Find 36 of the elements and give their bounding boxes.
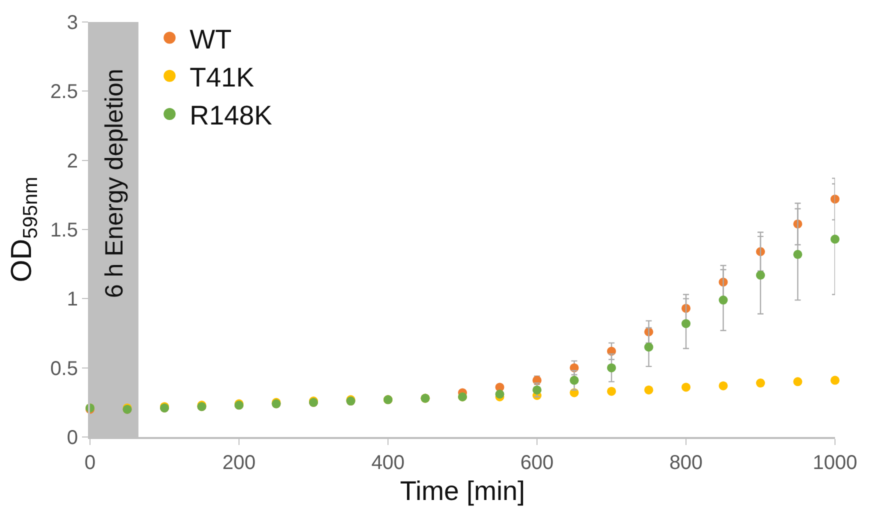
point xyxy=(718,296,728,305)
point xyxy=(495,390,504,399)
point xyxy=(830,376,840,385)
x-tick-label: 800 xyxy=(669,452,703,474)
point xyxy=(607,386,616,396)
legend-label: WT xyxy=(190,24,232,54)
y-tick-label: 0.5 xyxy=(50,358,78,380)
point xyxy=(644,342,654,352)
point xyxy=(718,381,728,390)
band-label: 6 h Energy depletion xyxy=(100,68,128,298)
point xyxy=(793,377,802,386)
point xyxy=(756,378,765,388)
x-tick-label: 400 xyxy=(371,452,405,474)
y-tick-label: 2.5 xyxy=(50,81,78,104)
y-tick-label: 1 xyxy=(66,288,78,311)
point xyxy=(756,270,765,280)
y-tick-label: 3 xyxy=(66,12,78,34)
y-tick-label: 1.5 xyxy=(50,220,78,242)
legend-label: R148K xyxy=(190,100,272,130)
legend-label: T41K xyxy=(190,62,254,92)
point xyxy=(570,376,579,385)
x-tick-label: 600 xyxy=(520,452,554,474)
point xyxy=(644,385,654,394)
y-tick-label: 0 xyxy=(66,427,78,449)
x-tick-label: 200 xyxy=(222,452,256,474)
point xyxy=(830,194,840,204)
x-axis-title: Time [min] xyxy=(400,476,526,506)
x-tick-label: 0 xyxy=(84,452,96,474)
y-tick-label: 2 xyxy=(66,150,78,172)
point xyxy=(830,234,840,244)
point xyxy=(607,363,616,372)
point xyxy=(793,250,802,259)
point xyxy=(682,319,690,328)
x-tick-label: 1000 xyxy=(812,452,858,474)
point xyxy=(682,382,690,392)
point xyxy=(532,385,542,394)
